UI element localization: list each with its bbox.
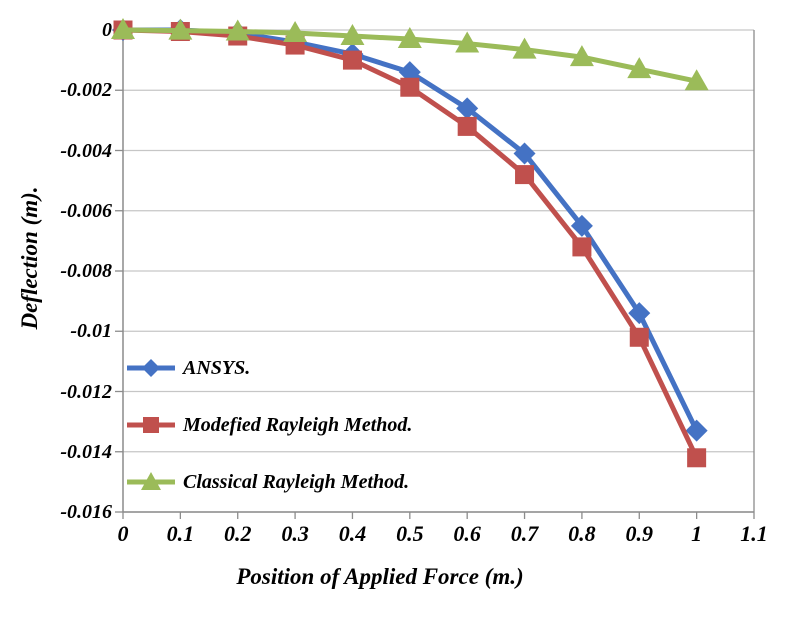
y-tick-label: -0.01	[70, 320, 112, 343]
triangle-marker-icon	[127, 472, 175, 490]
legend-marker-square	[143, 417, 159, 433]
series-marker-modefied-rayleigh-method	[629, 327, 649, 347]
x-tick-label: 0.6	[453, 521, 481, 546]
y-tick-label: -0.008	[60, 260, 112, 282]
series-marker-classical-rayleigh-method	[397, 27, 422, 49]
series-marker-modefied-rayleigh-method	[687, 448, 707, 468]
y-tick-label: -0.016	[60, 501, 112, 523]
series-marker-ansys	[628, 302, 651, 325]
series-marker-classical-rayleigh-method	[283, 21, 308, 43]
legend-label: ANSYS.	[183, 356, 251, 379]
series-marker-classical-rayleigh-method	[111, 18, 135, 39]
x-tick-label: 0	[117, 521, 129, 546]
series-marker-modefied-rayleigh-method	[457, 116, 477, 136]
y-tick-label: -0.012	[60, 380, 112, 403]
x-tick-label: 0.8	[568, 521, 596, 546]
legend-label: Classical Rayleigh Method.	[183, 470, 410, 493]
series-marker-modefied-rayleigh-method	[400, 77, 420, 97]
series-marker-ansys	[456, 97, 479, 120]
legend-item-ansys: ANSYS.	[127, 356, 412, 380]
series-marker-classical-rayleigh-method	[340, 24, 365, 46]
x-tick-label: 0.7	[510, 521, 539, 546]
series-marker-modefied-rayleigh-method	[572, 237, 592, 257]
x-tick-label: 0.3	[281, 521, 309, 546]
y-tick-label: -0.002	[60, 79, 112, 102]
series-marker-classical-rayleigh-method	[512, 37, 537, 59]
square-marker-icon	[127, 417, 175, 433]
chart-legend: ANSYS. Modefied Rayleigh Method. Classical…	[127, 356, 412, 494]
series-marker-ansys	[398, 61, 421, 84]
legend-label: Modefied Rayleigh Method.	[183, 413, 413, 436]
series-marker-classical-rayleigh-method	[627, 57, 652, 79]
x-axis-title: Position of Applied Force (m.)	[236, 564, 524, 589]
series-marker-modefied-rayleigh-method	[342, 50, 362, 70]
series-marker-ansys	[513, 142, 536, 165]
diamond-marker-icon	[127, 359, 175, 377]
x-tick-label: 1.1	[740, 521, 768, 546]
series-marker-classical-rayleigh-method	[684, 69, 709, 91]
series-marker-classical-rayleigh-method	[168, 18, 193, 40]
x-tick-label: 0.2	[223, 521, 252, 546]
legend-item-modefied-rayleigh-method: Modefied Rayleigh Method.	[127, 413, 412, 437]
y-tick-label: -0.014	[60, 440, 112, 463]
x-tick-label: 0.4	[338, 521, 367, 546]
series-marker-ansys	[685, 419, 708, 442]
legend-marker-diamond	[142, 359, 160, 377]
x-tick-label: 0.5	[396, 521, 424, 546]
x-tick-label: 1	[691, 521, 703, 546]
series-marker-ansys	[570, 214, 593, 237]
legend-item-classical-rayleigh-method: Classical Rayleigh Method.	[127, 470, 412, 494]
series-marker-classical-rayleigh-method	[225, 19, 250, 41]
y-tick-label: 0	[102, 19, 112, 41]
series-marker-modefied-rayleigh-method	[515, 165, 535, 185]
series-marker-classical-rayleigh-method	[455, 31, 480, 53]
x-tick-label: 0.1	[166, 521, 195, 546]
y-tick-label: -0.004	[60, 139, 112, 162]
y-axis-title: Deflection (m).	[17, 186, 42, 330]
x-tick-label: 0.9	[625, 521, 654, 546]
legend-marker-triangle	[141, 472, 161, 490]
y-tick-label: -0.006	[60, 199, 112, 222]
series-marker-classical-rayleigh-method	[569, 45, 594, 67]
